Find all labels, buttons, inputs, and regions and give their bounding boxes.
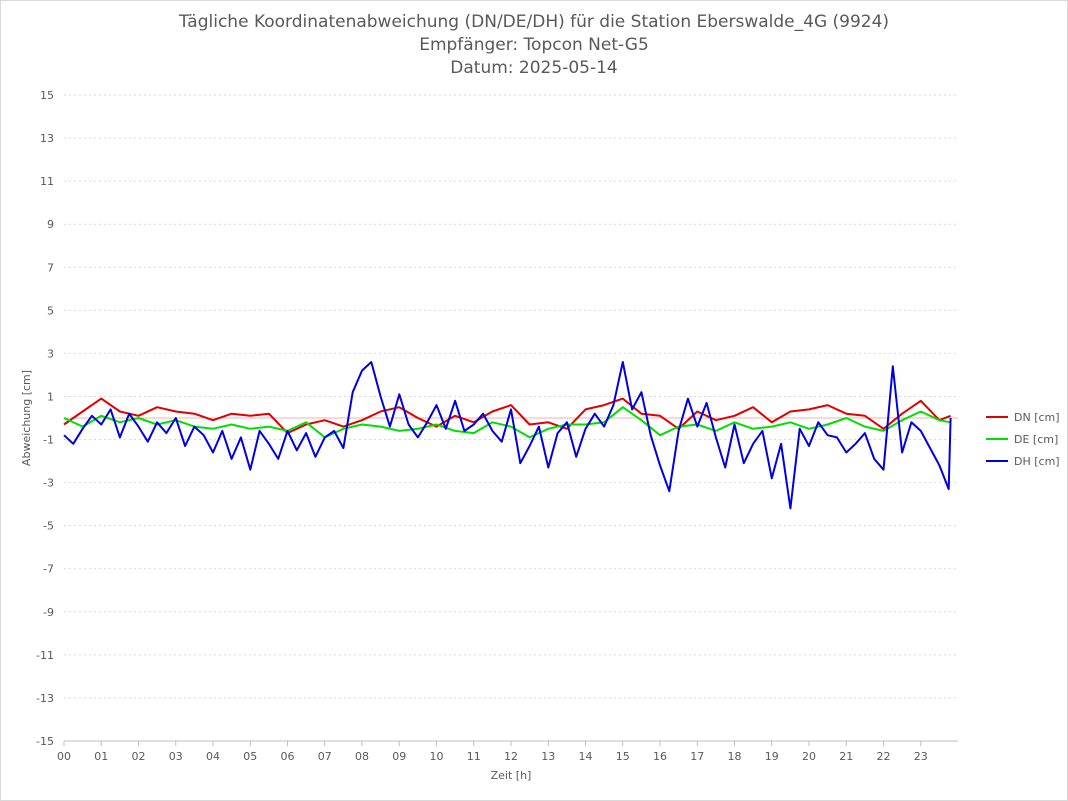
- x-tick-label: 12: [504, 750, 518, 763]
- y-tick-label: 7: [47, 261, 54, 274]
- x-tick-label: 01: [94, 750, 108, 763]
- y-tick-label: -13: [36, 692, 54, 705]
- x-tick-label: 16: [653, 750, 667, 763]
- legend-label: DN [cm]: [1014, 411, 1060, 424]
- y-tick-label: 3: [47, 347, 54, 360]
- y-tick-label: -5: [43, 520, 54, 533]
- x-tick-label: 17: [690, 750, 704, 763]
- y-tick-label: 15: [40, 89, 54, 102]
- y-tick-label: 13: [40, 132, 54, 145]
- y-tick-label: -11: [36, 649, 54, 662]
- chart-date: Datum: 2025-05-14: [450, 58, 618, 78]
- y-tick-label: 11: [40, 175, 54, 188]
- x-tick-label: 13: [541, 750, 555, 763]
- x-tick-label: 07: [318, 750, 332, 763]
- x-axis-label: Zeit [h]: [491, 769, 532, 782]
- series-line-dn: [63, 397, 951, 435]
- y-tick-label: -3: [43, 477, 54, 490]
- x-tick-label: 05: [243, 750, 257, 763]
- series-line-dh: [63, 361, 952, 510]
- x-tick-label: 20: [802, 750, 816, 763]
- x-tick-label: 23: [914, 750, 928, 763]
- legend-label: DE [cm]: [1014, 433, 1058, 446]
- x-tick-label: 02: [132, 750, 146, 763]
- x-tick-label: 19: [765, 750, 779, 763]
- y-tick-label: -7: [43, 563, 54, 576]
- x-tick-label: 06: [281, 750, 295, 763]
- series-lines: [63, 361, 952, 510]
- x-tick-label: 03: [169, 750, 183, 763]
- x-tick-label: 09: [392, 750, 406, 763]
- y-tick-labels: 15 13 11 9 7 5 3 1 -1 -3 -5 -7 -9 -11 -13 -15: [36, 89, 54, 748]
- y-axis-label: Abweichung [cm]: [20, 370, 33, 466]
- y-tick-label: 1: [47, 390, 54, 403]
- legend: DN [cm] DE [cm] DH [cm]: [986, 411, 1060, 468]
- y-tick-label: 5: [47, 304, 54, 317]
- y-tick-label: -9: [43, 606, 54, 619]
- x-tick-label: 11: [467, 750, 481, 763]
- x-tick-label: 10: [430, 750, 444, 763]
- x-tick-label: 22: [877, 750, 891, 763]
- chart-subtitle: Empfänger: Topcon Net-G5: [419, 35, 649, 55]
- grid-lines: [64, 94, 958, 742]
- x-tick-label: 15: [616, 750, 630, 763]
- x-tick-label: 14: [579, 750, 593, 763]
- y-tick-label: 9: [47, 218, 54, 231]
- y-tick-label: -15: [36, 735, 54, 748]
- y-tick-label: -1: [43, 434, 54, 447]
- x-tick-label: 21: [839, 750, 853, 763]
- series-line-de: [63, 406, 951, 439]
- x-tick-labels: 00 01 02 03 04 05 06 07 08 09 10 11 12 13 14 15 16 17 18 19…: [57, 741, 928, 763]
- x-tick-label: 00: [57, 750, 71, 763]
- x-tick-label: 08: [355, 750, 369, 763]
- legend-label: DH [cm]: [1014, 455, 1060, 468]
- chart-title: Tägliche Koordinatenabweichung (DN/DE/DH…: [178, 12, 890, 32]
- x-tick-label: 18: [728, 750, 742, 763]
- x-tick-label: 04: [206, 750, 220, 763]
